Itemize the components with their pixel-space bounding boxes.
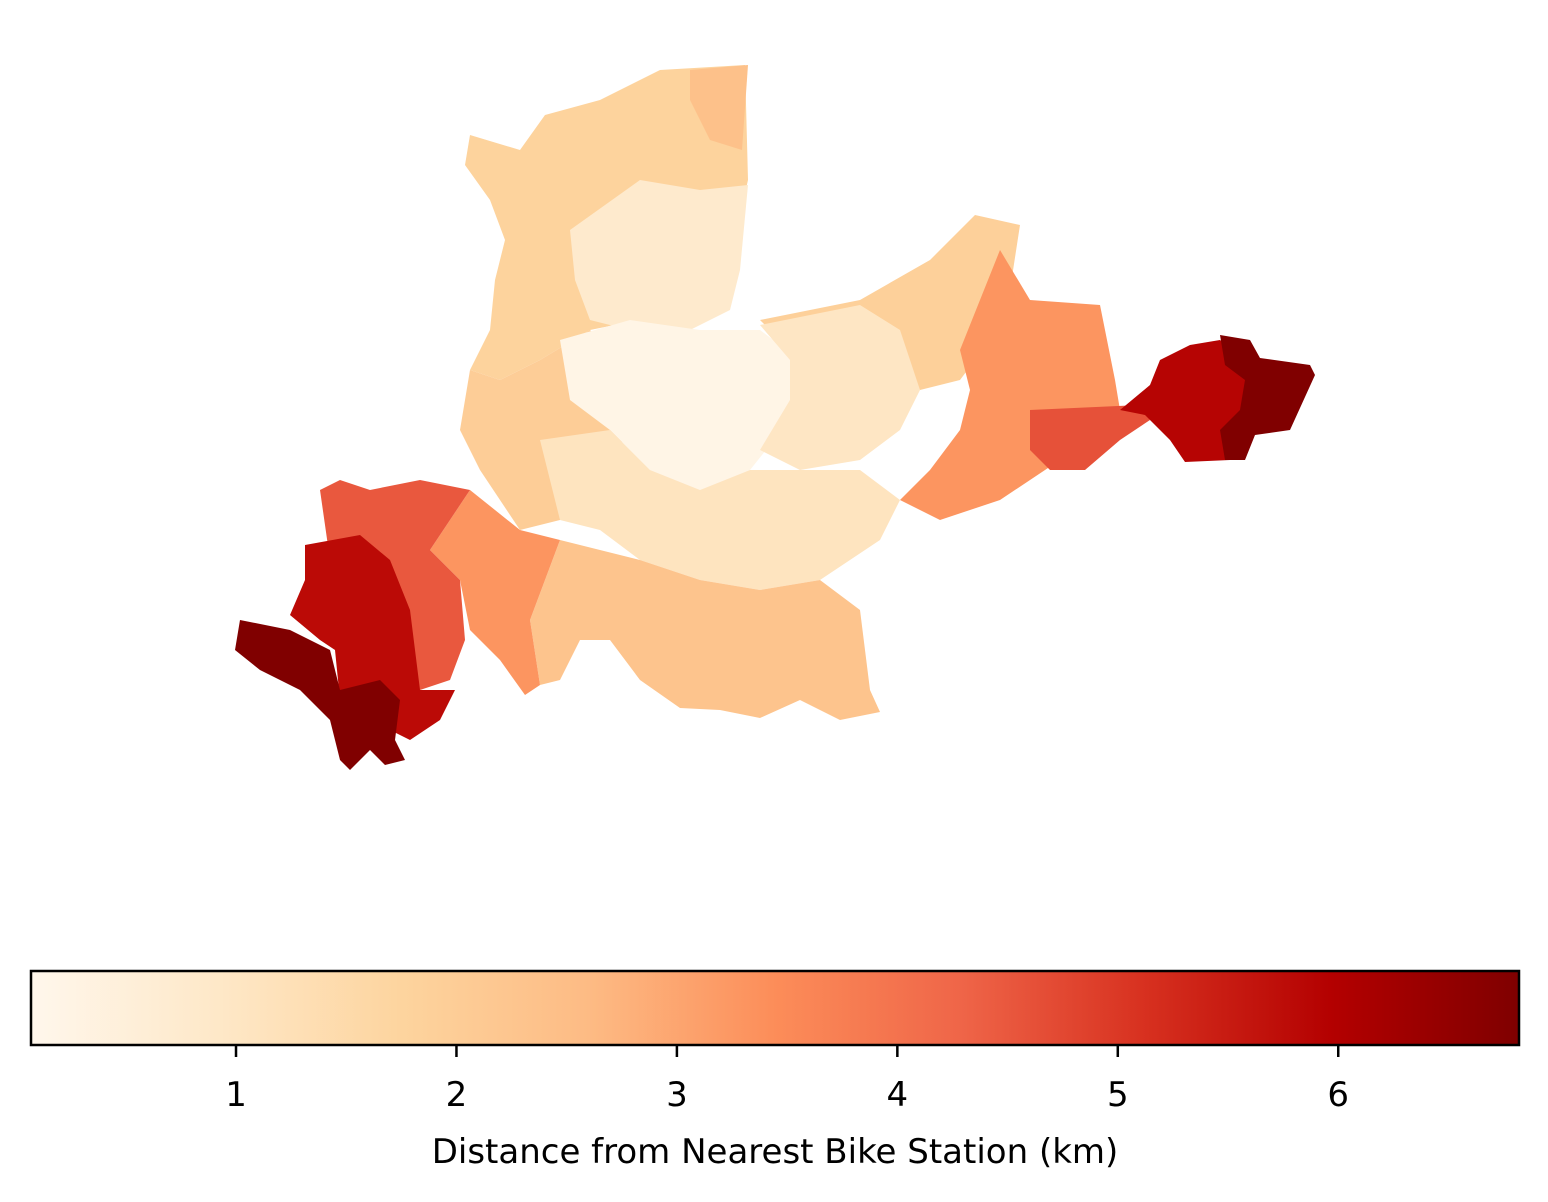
colorbar-tick-label: 4 [887, 1075, 909, 1115]
region-southwest-outer [290, 535, 455, 740]
colorbar-tick-label: 5 [1107, 1075, 1129, 1115]
region-inner-south [540, 430, 900, 590]
colorbar: 1 2 3 4 5 6 Distance from Nearest Bike Statio… [29, 969, 1521, 1172]
colorbar-ticks: 1 2 3 4 5 6 [225, 1045, 1349, 1115]
region-east-band [1030, 405, 1150, 470]
colorbar-frame [29, 969, 1521, 1047]
colorbar-tick-label: 2 [446, 1075, 468, 1115]
region-inner-east [760, 305, 920, 470]
region-southwest-tip [235, 620, 405, 770]
region-far-east-tip [1220, 335, 1315, 460]
colorbar-tick-label: 3 [666, 1075, 688, 1115]
region-center [560, 320, 800, 490]
region-south [530, 540, 880, 720]
region-far-east [1120, 340, 1250, 462]
colorbar-tick-label: 1 [225, 1075, 247, 1115]
colorbar-label: Distance from Nearest Bike Station (km) [432, 1132, 1119, 1172]
region-north-tip [690, 65, 748, 150]
region-southwest-inner [430, 490, 560, 695]
colorbar-fill [31, 971, 1519, 1045]
region-inner-north [570, 180, 748, 330]
map-regions [235, 65, 1315, 770]
colorbar-tick-label: 6 [1327, 1075, 1349, 1115]
